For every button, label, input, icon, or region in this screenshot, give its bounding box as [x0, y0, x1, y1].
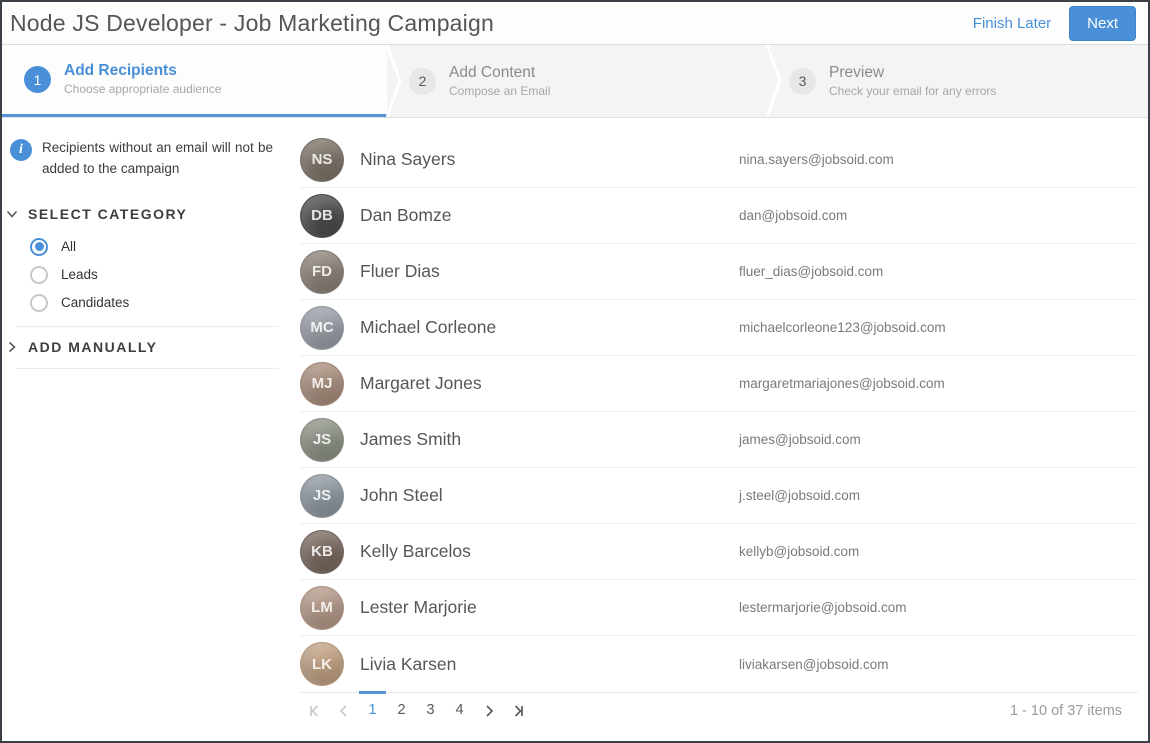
last-page-button[interactable]: [503, 693, 532, 727]
page-button-2[interactable]: 2: [397, 702, 406, 718]
next-page-icon: [485, 705, 493, 717]
previous-page-button[interactable]: [329, 693, 358, 727]
recipient-name: Dan Bomze: [360, 205, 452, 225]
wizard-step-add-content[interactable]: 2 Add Content Compose an Email: [385, 45, 767, 117]
add-manually-header[interactable]: ADD MANUALLY: [6, 339, 279, 355]
avatar: MC: [300, 305, 344, 350]
recipient-email: lestermarjorie@jobsoid.com: [739, 600, 907, 615]
step-subtitle: Check your email for any errors: [829, 83, 997, 98]
recipient-name: Margaret Jones: [360, 373, 482, 393]
avatar: FD: [300, 249, 344, 294]
step-separator-chevron-icon: [765, 45, 782, 117]
wizard-step-add-recipients[interactable]: 1 Add Recipients Choose appropriate audi…: [2, 45, 387, 117]
radio-option-all[interactable]: All: [30, 237, 279, 256]
sidebar: i Recipients without an email will not b…: [2, 118, 279, 741]
step-subtitle: Compose an Email: [449, 83, 551, 98]
radio-option-leads[interactable]: Leads: [30, 265, 279, 284]
recipient-row[interactable]: LM Lester Marjorie lestermarjorie@jobsoi…: [300, 580, 1138, 636]
recipient-email: j.steel@jobsoid.com: [739, 488, 861, 503]
recipient-row[interactable]: JS John Steel j.steel@jobsoid.com: [300, 468, 1138, 524]
recipient-email: liviakarsen@jobsoid.com: [739, 656, 889, 672]
step-number-badge: 2: [409, 67, 436, 95]
avatar: DB: [300, 193, 344, 238]
recipient-row[interactable]: MC Michael Corleone michaelcorleone123@j…: [300, 300, 1138, 356]
step-title: Add Content: [449, 63, 536, 81]
recipient-row[interactable]: FD Fluer Dias fluer_dias@jobsoid.com: [300, 244, 1138, 300]
recipient-email: nina.sayers@jobsoid.com: [739, 152, 894, 167]
radio-button-icon: [30, 293, 48, 312]
first-page-button[interactable]: [300, 693, 329, 727]
select-category-header[interactable]: SELECT CATEGORY: [6, 206, 279, 222]
recipient-name: Livia Karsen: [360, 653, 457, 674]
step-title: Preview: [829, 63, 885, 81]
divider: [16, 367, 279, 369]
header: Node JS Developer - Job Marketing Campai…: [2, 2, 1148, 45]
avatar: LK: [300, 642, 344, 686]
avatar: MJ: [300, 361, 344, 406]
page-title: Node JS Developer - Job Marketing Campai…: [10, 9, 494, 36]
recipient-name: Fluer Dias: [360, 261, 440, 281]
divider: [16, 325, 279, 327]
step-title: Add Recipients: [64, 62, 177, 80]
recipient-row[interactable]: DB Dan Bomze dan@jobsoid.com: [300, 188, 1138, 244]
pagination-summary: 1 - 10 of 37 items: [1009, 703, 1122, 719]
recipient-list-panel: NS Nina Sayers nina.sayers@jobsoid.com D…: [279, 118, 1148, 741]
recipient-name: Nina Sayers: [360, 149, 456, 169]
recipient-row[interactable]: JS James Smith james@jobsoid.com: [300, 412, 1138, 468]
header-actions: Finish Later Next: [972, 5, 1136, 41]
recipient-name: James Smith: [360, 429, 462, 449]
recipient-email: michaelcorleone123@jobsoid.com: [739, 320, 946, 335]
step-number-badge: 3: [789, 67, 816, 95]
recipient-name: John Steel: [360, 485, 443, 505]
info-message: Recipients without an email will not be …: [42, 140, 273, 176]
recipient-email: james@jobsoid.com: [739, 432, 861, 447]
recipient-email: fluer_dias@jobsoid.com: [739, 264, 884, 279]
recipient-list: NS Nina Sayers nina.sayers@jobsoid.com D…: [300, 132, 1138, 692]
recipient-name: Kelly Barcelos: [360, 541, 471, 561]
avatar: JS: [300, 473, 344, 518]
avatar: JS: [300, 417, 344, 462]
recipient-row[interactable]: LK Livia Karsen liviakarsen@jobsoid.com: [300, 636, 1138, 692]
next-button[interactable]: Next: [1069, 5, 1136, 41]
recipient-row[interactable]: NS Nina Sayers nina.sayers@jobsoid.com: [300, 132, 1138, 188]
page-button-1[interactable]: 1: [358, 691, 387, 727]
avatar: NS: [300, 137, 344, 182]
recipient-email: dan@jobsoid.com: [739, 208, 848, 223]
previous-page-icon: [339, 705, 347, 717]
page-button-3[interactable]: 3: [426, 702, 435, 718]
info-banner: i Recipients without an email will not b…: [10, 138, 279, 180]
chevron-right-icon: [8, 341, 16, 352]
recipient-email: kellyb@jobsoid.com: [739, 544, 860, 559]
next-page-button[interactable]: [474, 693, 503, 727]
category-radio-group: All Leads Candidates: [30, 237, 279, 312]
recipient-name: Michael Corleone: [360, 317, 497, 337]
recipient-row[interactable]: MJ Margaret Jones margaretmariajones@job…: [300, 356, 1138, 412]
info-icon: i: [10, 139, 32, 161]
chevron-down-icon: [6, 210, 18, 218]
radio-button-icon: [30, 265, 48, 284]
wizard-step-preview[interactable]: 3 Preview Check your email for any error…: [765, 45, 1148, 117]
first-page-icon: [309, 705, 318, 717]
recipient-email: margaretmariajones@jobsoid.com: [739, 376, 945, 391]
add-manually-label: ADD MANUALLY: [28, 338, 158, 355]
page-button-4[interactable]: 4: [455, 702, 464, 718]
wizard-steps: 1 Add Recipients Choose appropriate audi…: [2, 45, 1148, 118]
finish-later-link[interactable]: Finish Later: [972, 14, 1052, 32]
avatar: KB: [300, 529, 344, 574]
step-subtitle: Choose appropriate audience: [64, 82, 222, 97]
step-separator-chevron-icon: [385, 45, 402, 117]
step-number-badge: 1: [24, 66, 51, 93]
radio-button-icon: [30, 237, 48, 256]
radio-option-candidates[interactable]: Candidates: [30, 293, 279, 312]
last-page-icon: [514, 705, 523, 717]
recipient-row[interactable]: KB Kelly Barcelos kellyb@jobsoid.com: [300, 524, 1138, 580]
avatar: LM: [300, 585, 344, 630]
content-area: i Recipients without an email will not b…: [2, 118, 1148, 741]
select-category-label: SELECT CATEGORY: [28, 205, 188, 222]
recipient-name: Lester Marjorie: [360, 597, 477, 617]
